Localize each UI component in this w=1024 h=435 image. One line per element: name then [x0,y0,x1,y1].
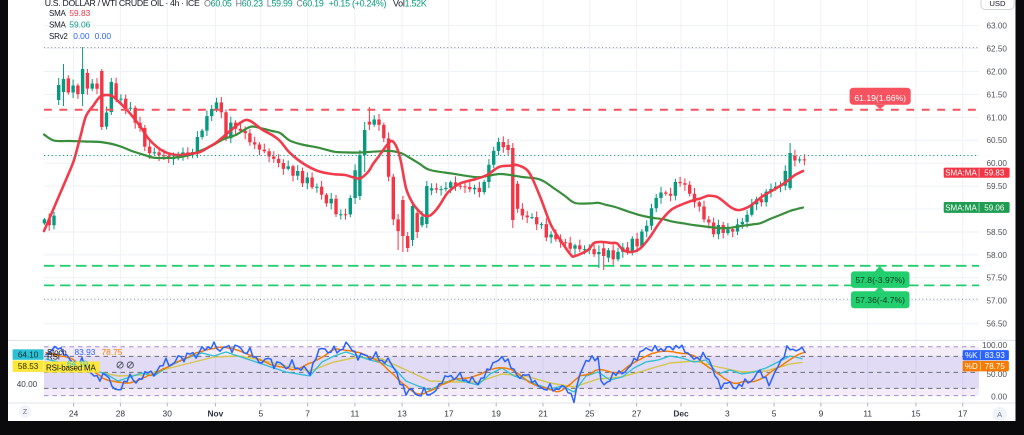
svg-text:64.10: 64.10 [18,350,39,359]
svg-text:58.50: 58.50 [987,228,1008,237]
svg-text:RSI-based MA: RSI-based MA [46,363,96,372]
svg-text:Z: Z [23,407,28,416]
svg-text:27: 27 [632,408,642,418]
svg-text:60.50: 60.50 [987,136,1008,145]
svg-text:SMA: SMA [49,20,67,29]
svg-text:100.00: 100.00 [982,341,1007,350]
svg-text:Nov: Nov [207,408,223,418]
svg-text:3: 3 [725,408,730,418]
svg-text:USD: USD [989,0,1006,8]
svg-text:62.50: 62.50 [987,45,1008,54]
svg-text:RSI: RSI [47,353,60,362]
svg-text:78.75: 78.75 [102,347,123,357]
svg-text:0.00: 0.00 [95,31,112,41]
svg-text:0.00: 0.00 [991,392,1007,401]
svg-text:78.75: 78.75 [985,362,1006,371]
svg-text:64.10: 64.10 [67,358,88,368]
svg-text:25: 25 [585,408,595,418]
svg-text:24: 24 [69,408,79,418]
svg-text:9: 9 [819,408,824,418]
svg-text:11: 11 [351,408,360,418]
svg-text:11: 11 [863,408,872,418]
svg-text:61.19(1.66%): 61.19(1.66%) [854,93,906,103]
svg-text:13: 13 [397,408,407,418]
svg-text:Dec: Dec [673,408,689,418]
svg-text:0.00: 0.00 [73,31,90,41]
svg-text:59.06: 59.06 [984,203,1005,212]
svg-text:50.00: 50.00 [987,370,1008,379]
svg-text:A: A [997,410,1002,419]
svg-text:%D: %D [965,362,978,371]
svg-text:Stoch: Stoch [47,348,66,357]
svg-text:61.00: 61.00 [987,113,1008,122]
svg-text:60.00: 60.00 [987,159,1008,168]
svg-text:19: 19 [492,408,502,418]
svg-text:56.50: 56.50 [987,320,1008,329]
svg-text:83.93: 83.93 [75,347,96,357]
svg-text:U.S. DOLLAR / WTI CRUDE OIL ·: U.S. DOLLAR / WTI CRUDE OIL · 4h · ICE [45,0,200,8]
svg-text:59.83: 59.83 [69,8,90,18]
svg-text:SRv2: SRv2 [49,32,68,41]
svg-text:57.36(-4.7%): 57.36(-4.7%) [855,295,905,305]
svg-text:SMA: SMA [49,9,67,18]
svg-text:58.00: 58.00 [987,251,1008,260]
svg-text:61.50: 61.50 [987,90,1008,99]
svg-text:62.00: 62.00 [987,67,1008,76]
svg-text:28: 28 [116,408,126,418]
svg-text:83.93: 83.93 [985,351,1006,360]
svg-text:17: 17 [958,408,968,418]
svg-text:57.50: 57.50 [987,274,1008,283]
svg-text:40.00: 40.00 [17,380,38,389]
svg-text:63.00: 63.00 [987,22,1008,31]
svg-text:SMA:MA: SMA:MA [945,169,977,178]
svg-text:SMA:MA: SMA:MA [945,203,977,212]
svg-text:5: 5 [258,408,263,418]
svg-text:5: 5 [772,408,777,418]
svg-text:15: 15 [911,408,921,418]
svg-text:57.00: 57.00 [987,297,1008,306]
svg-text:%K: %K [965,351,978,360]
svg-text:58.53: 58.53 [18,362,39,371]
svg-text:57.8(-3.97%): 57.8(-3.97%) [855,275,905,285]
svg-text:17: 17 [444,408,454,418]
svg-text:30: 30 [163,408,173,418]
svg-text:Vol1.52K: Vol1.52K [393,0,427,8]
svg-text:7: 7 [305,408,310,418]
svg-text:21: 21 [538,408,548,418]
svg-text:59.50: 59.50 [987,182,1008,191]
svg-text:59.83: 59.83 [984,169,1005,178]
svg-text:59.06: 59.06 [69,19,90,29]
